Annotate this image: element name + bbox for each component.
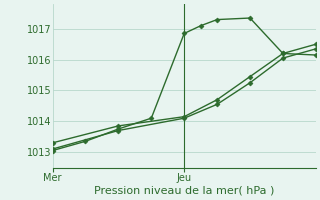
X-axis label: Pression niveau de la mer( hPa ): Pression niveau de la mer( hPa ) [94, 186, 274, 196]
